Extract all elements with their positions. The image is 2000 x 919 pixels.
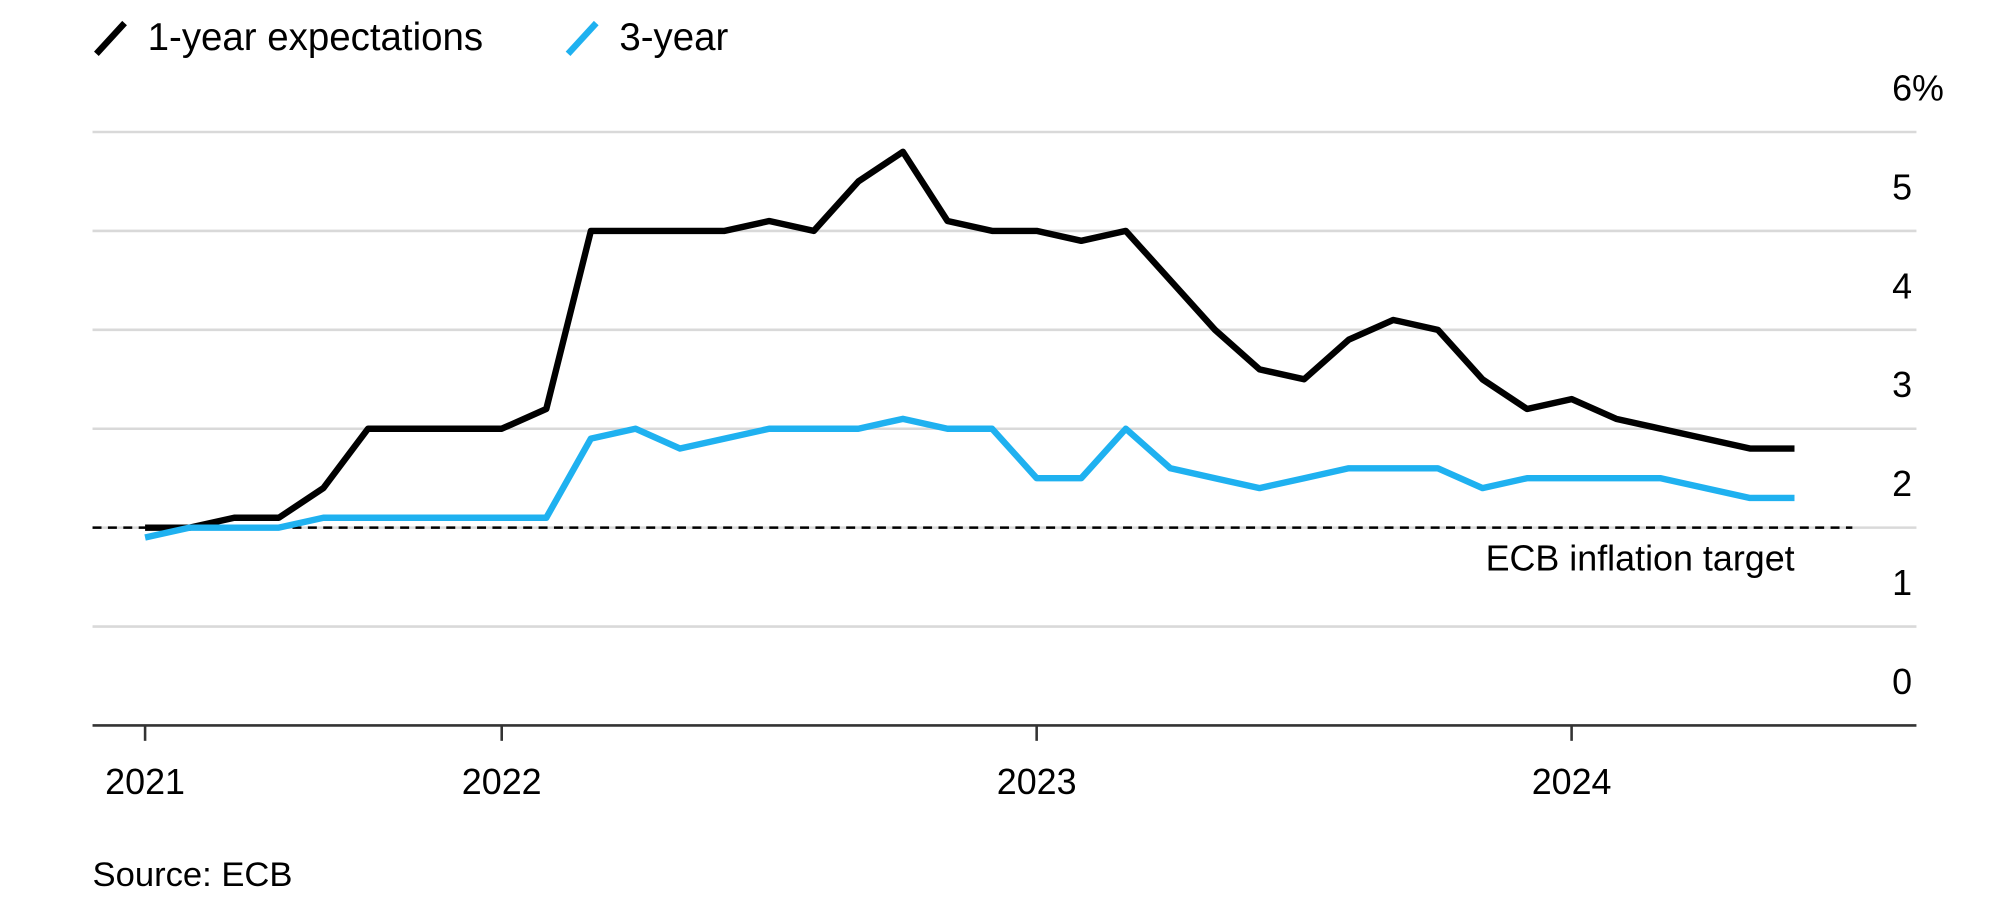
y-tick-label: 3 xyxy=(1892,365,1912,405)
legend-label: 1-year expectations xyxy=(148,16,483,59)
y-tick-label: 0 xyxy=(1892,662,1912,702)
legend-label: 3-year xyxy=(619,16,728,59)
legend-swatch xyxy=(565,20,599,56)
legend-swatch xyxy=(94,20,127,56)
y-tick-label: 1 xyxy=(1892,563,1912,603)
x-tick-label: 2024 xyxy=(1532,762,1612,802)
series-line xyxy=(144,415,1795,541)
x-tick-label: 2021 xyxy=(105,762,185,802)
x-tick-label: 2022 xyxy=(462,762,542,802)
y-tick-label: 6% xyxy=(1892,68,1944,108)
y-tick-label: 4 xyxy=(1892,266,1912,306)
series-line xyxy=(145,148,1795,531)
y-tick-label: 5 xyxy=(1892,167,1912,207)
source: Source: ECB xyxy=(93,856,293,894)
x-tick-label: 2023 xyxy=(997,762,1077,802)
y-tick-label: 2 xyxy=(1892,464,1912,504)
reference-label: ECB inflation target xyxy=(1486,538,1795,578)
